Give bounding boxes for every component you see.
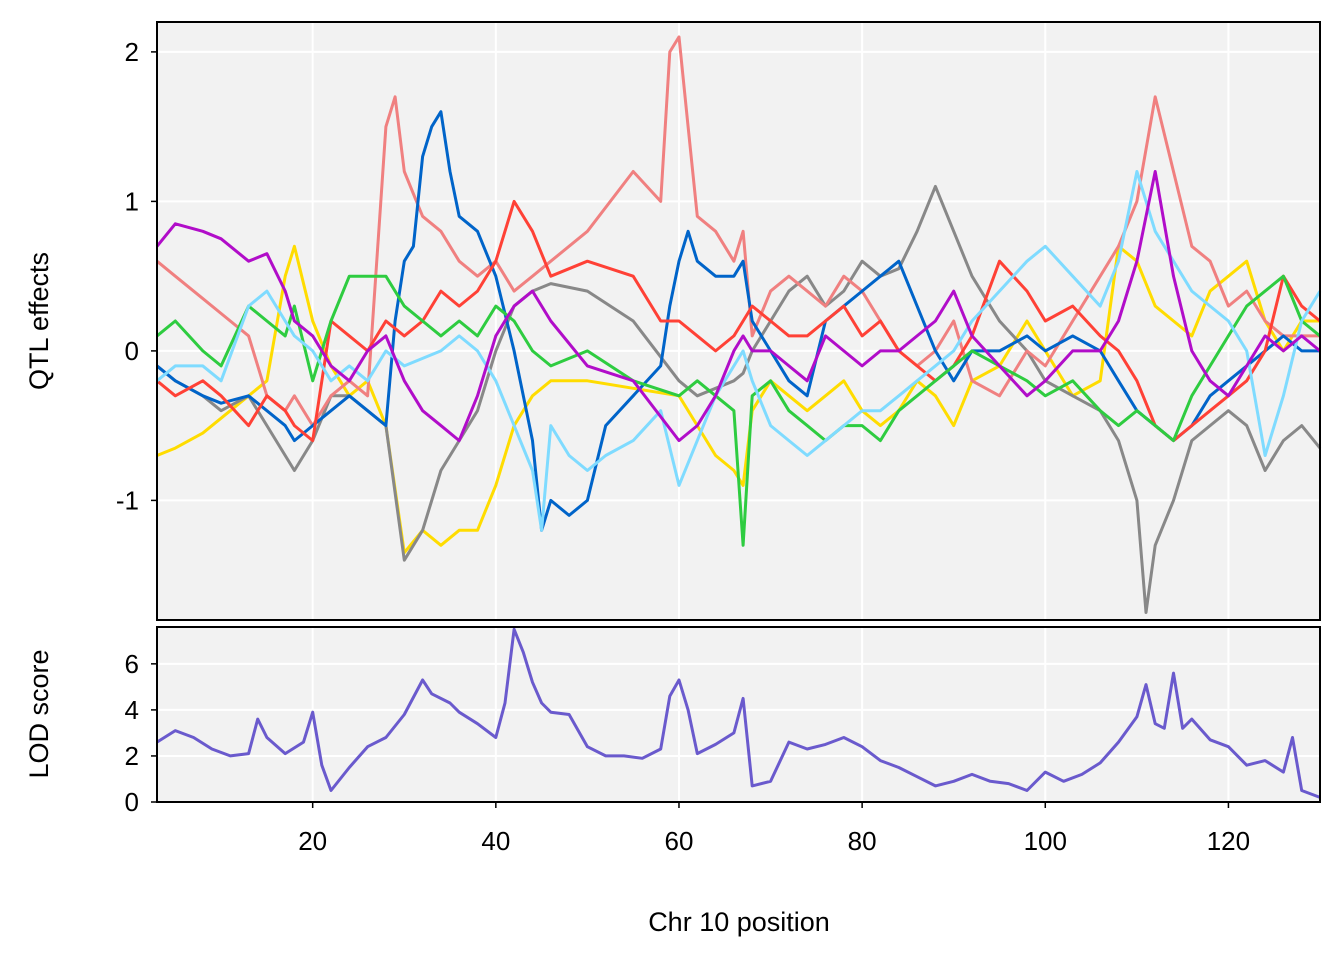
x-tick-label: 120 — [1207, 826, 1250, 856]
qtl-ytick-label: -1 — [116, 485, 139, 515]
lod-axis: 0 2 4 6 20 40 60 80 100 120 — [125, 649, 1251, 856]
qtl-effects-panel-grid — [157, 22, 1320, 620]
x-axis-title: Chr 10 position — [648, 907, 830, 937]
x-tick-label: 60 — [665, 826, 694, 856]
x-tick-label: 80 — [848, 826, 877, 856]
qtl-series-line-5 — [156, 274, 1321, 547]
qtl-effects-axis: -1 0 1 2 — [116, 37, 157, 515]
qtl-ytick-label: 2 — [125, 37, 139, 67]
qtl-series-line-3 — [156, 110, 1320, 532]
lod-ytick-label: 4 — [125, 695, 139, 725]
lod-series — [156, 627, 1321, 799]
x-tick-label: 40 — [481, 826, 510, 856]
lod-ytick-label: 6 — [125, 649, 139, 679]
x-tick-label: 100 — [1024, 826, 1067, 856]
qtl-series-line-4 — [156, 199, 1321, 443]
lod-axis-title: LOD score — [24, 649, 54, 778]
qtl-ytick-label: 1 — [125, 186, 139, 216]
qtl-effects-panel-border — [156, 21, 1321, 621]
lod-panel-border — [156, 626, 1321, 803]
lod-ytick-label: 0 — [125, 787, 139, 817]
lod-series-line-0 — [156, 627, 1321, 799]
lod-ytick-label: 2 — [125, 741, 139, 771]
qtl-effects-series — [155, 35, 1322, 614]
qtl-series-line-2 — [156, 35, 1320, 428]
qtl-panel-background — [157, 22, 1320, 620]
qtl-effects-axis-title: QTL effects — [24, 252, 54, 390]
qtl-ytick-label: 0 — [125, 336, 139, 366]
x-tick-label: 20 — [298, 826, 327, 856]
qtl-series-line-7 — [155, 170, 1321, 443]
